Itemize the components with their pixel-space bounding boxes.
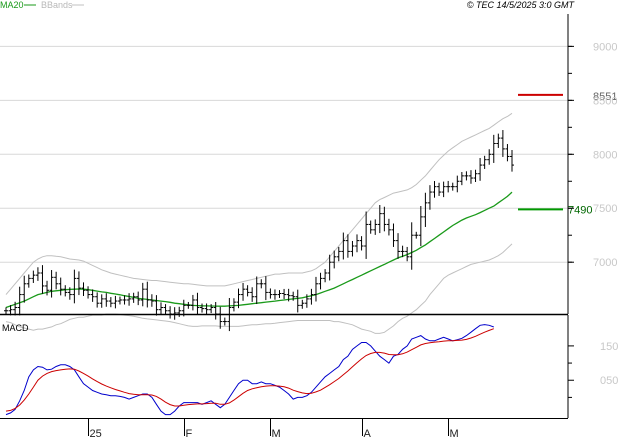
price-bars — [4, 130, 514, 332]
x-axis-label: M — [272, 428, 281, 440]
bband-lower-line — [5, 243, 513, 334]
ma20-line — [5, 191, 513, 309]
price-y-tick-label: 9000 — [593, 41, 617, 53]
support-level-label: 7490 — [568, 204, 592, 216]
bband-upper-line — [5, 112, 513, 295]
x-axis: 25 F M A M — [88, 418, 459, 440]
price-y-tick-label: 7000 — [593, 257, 617, 269]
x-axis-label: F — [186, 428, 193, 440]
bollinger-bands — [5, 112, 513, 334]
legend-ma20: MA20 — [0, 0, 24, 10]
price-grid — [0, 45, 568, 263]
price-y-tick-label: 8500 — [593, 95, 617, 107]
x-axis-label: M — [450, 428, 459, 440]
macd-y-axis: 150 050 — [568, 341, 618, 398]
copyright-label: © TEC 14/5/2025 3:0 GMT — [467, 0, 576, 10]
x-axis-label: A — [364, 428, 372, 440]
x-axis-label: 25 — [90, 428, 102, 440]
resistance-level-label: 8551 — [593, 91, 617, 103]
macd-line — [5, 324, 494, 416]
legend-bbands: BBands — [41, 0, 73, 10]
ma20-polyline — [5, 191, 513, 309]
price-y-tick-label: 8000 — [593, 149, 617, 161]
signal-line — [5, 328, 494, 412]
price-y-tick-label: 7500 — [593, 203, 617, 215]
macd-lines — [5, 324, 494, 416]
price-y-axis: 9000 8500 8000 7500 7000 — [568, 41, 617, 269]
price-levels: 8551 7490 — [518, 91, 617, 216]
macd-y-tick-label: 050 — [600, 375, 618, 387]
macd-title: MACD — [2, 323, 29, 333]
macd-y-tick-label: 150 — [600, 341, 618, 353]
